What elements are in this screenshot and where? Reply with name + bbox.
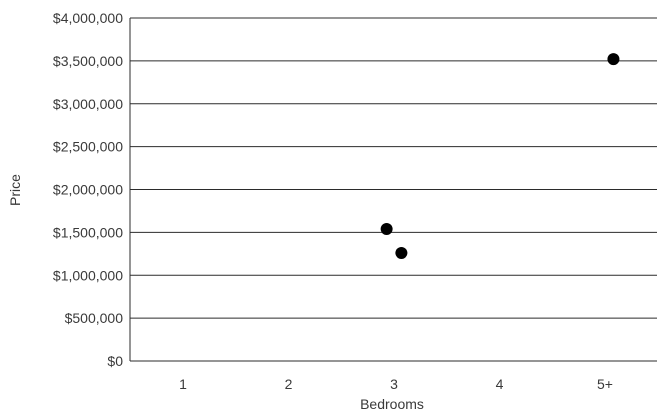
data-point (607, 53, 620, 66)
x-tick-label: 3 (390, 376, 398, 392)
x-axis-ticks: 1 2 3 4 5+ (179, 376, 613, 392)
y-tick-label: $4,000,000 (53, 10, 123, 26)
y-tick-label: $1,500,000 (53, 224, 123, 240)
x-axis-label: Bedrooms (360, 396, 424, 412)
y-tick-label: $0 (107, 353, 123, 369)
x-tick-label: 4 (496, 376, 504, 392)
y-tick-label: $3,500,000 (53, 53, 123, 69)
x-tick-label: 1 (179, 376, 187, 392)
y-tick-label: $3,000,000 (53, 96, 123, 112)
data-point (380, 222, 393, 235)
x-tick-label: 2 (285, 376, 293, 392)
data-points (380, 53, 620, 259)
y-axis-ticks: $0 $500,000 $1,000,000 $1,500,000 $2,000,000… (53, 10, 123, 369)
gridlines (130, 17, 657, 362)
y-axis-label: Price (7, 174, 23, 206)
y-tick-label: $2,500,000 (53, 139, 123, 155)
x-tick-label: 5+ (597, 376, 613, 392)
y-tick-label: $2,000,000 (53, 182, 123, 198)
y-tick-label: $500,000 (65, 310, 124, 326)
data-point (395, 246, 408, 259)
y-tick-label: $1,000,000 (53, 267, 123, 283)
